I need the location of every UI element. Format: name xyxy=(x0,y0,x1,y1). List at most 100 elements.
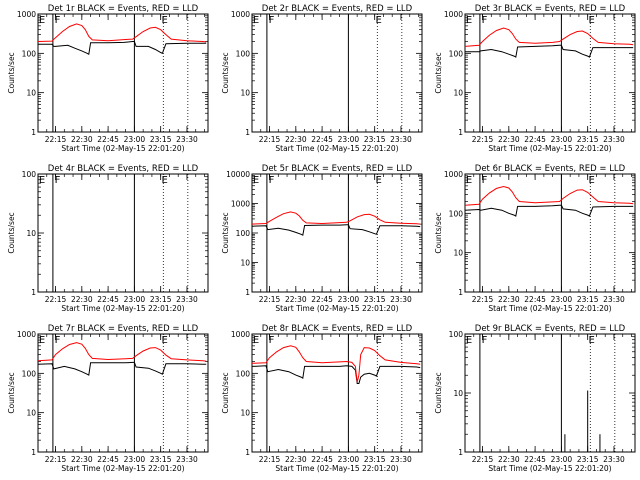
x-tick-label: 23:15 xyxy=(577,135,599,144)
x-tick-label: 22:15 xyxy=(45,455,67,464)
x-tick-label: 23:30 xyxy=(390,135,412,144)
x-tick-label: 22:15 xyxy=(472,135,494,144)
x-tick-label: 22:30 xyxy=(498,295,520,304)
x-tick-label: 22:15 xyxy=(45,295,67,304)
marker-e: E xyxy=(466,15,472,26)
marker-e: E xyxy=(162,15,168,26)
x-tick-label: 22:45 xyxy=(97,455,119,464)
y-tick-label: 100 xyxy=(22,369,37,378)
y-tick-label: 10 xyxy=(26,409,36,418)
y-tick-label: 10000 xyxy=(226,170,250,179)
x-tick-label: 22:15 xyxy=(259,295,281,304)
series-lld xyxy=(464,27,634,47)
x-tick-label: 22:45 xyxy=(97,135,119,144)
plot-frame xyxy=(251,13,423,133)
marker-e: E xyxy=(589,175,595,186)
panel-det-2: Det 2r BLACK = Events, RED = LLD 1 10 100 10… xyxy=(221,4,423,153)
panel-title: Det 7r BLACK = Events, RED = LLD xyxy=(48,324,199,334)
marker-e: E xyxy=(466,335,472,346)
marker-f: F xyxy=(269,15,275,26)
panel-det-5: Det 5r BLACK = Events, RED = LLD 1 10 100 10… xyxy=(221,164,423,313)
y-axis-label: Counts/sec xyxy=(434,372,443,413)
y-tick-label: 100 xyxy=(236,369,251,378)
y-tick-label: 10 xyxy=(453,89,463,98)
plot-frame xyxy=(37,333,209,453)
y-tick-label: 1 xyxy=(458,288,463,297)
x-tick-label: 23:30 xyxy=(603,455,625,464)
x-axis-label: Start Time (02-May-15 22:01:20) xyxy=(488,304,611,313)
panel-det-3: Det 3r BLACK = Events, RED = LLD 1 10 100 10… xyxy=(434,4,636,153)
series-events xyxy=(251,365,421,384)
x-tick-label: 23:15 xyxy=(150,135,172,144)
x-tick-label: 23:30 xyxy=(176,455,198,464)
x-tick-label: 22:45 xyxy=(311,135,333,144)
marker-f: F xyxy=(269,335,275,346)
x-tick-label: 23:30 xyxy=(603,295,625,304)
y-axis-label: Counts/sec xyxy=(221,372,230,413)
marker-e: E xyxy=(39,335,45,346)
marker-f: F xyxy=(269,175,275,186)
panel-det-7: Det 7r BLACK = Events, RED = LLD 1 10 100 10… xyxy=(7,324,209,473)
marker-e: E xyxy=(466,175,472,186)
panel-title: Det 8r BLACK = Events, RED = LLD xyxy=(262,324,413,334)
y-tick-label: 1 xyxy=(245,288,250,297)
marker-e: E xyxy=(253,15,259,26)
y-tick-label: 100 xyxy=(449,330,464,339)
x-tick-label: 22:30 xyxy=(71,455,93,464)
x-tick-label: 22:45 xyxy=(311,295,333,304)
x-tick-label: 23:30 xyxy=(176,295,198,304)
y-tick-label: 1 xyxy=(458,128,463,137)
marker-f: F xyxy=(55,15,61,26)
x-tick-label: 22:15 xyxy=(472,295,494,304)
y-tick-label: 1 xyxy=(31,448,36,457)
x-tick-label: 23:00 xyxy=(551,295,573,304)
y-axis-label: Counts/sec xyxy=(434,52,443,93)
y-axis-label: Counts/sec xyxy=(7,212,16,253)
plot-frame xyxy=(464,333,636,453)
panel-title: Det 4r BLACK = Events, RED = LLD xyxy=(48,164,199,174)
marker-e: E xyxy=(162,335,168,346)
x-tick-label: 22:45 xyxy=(524,455,546,464)
marker-e: E xyxy=(376,335,382,346)
panel-det-9: Det 9r BLACK = Events, RED = LLD 1 10 100 22… xyxy=(434,324,636,473)
x-tick-label: 23:00 xyxy=(551,135,573,144)
y-tick-label: 1 xyxy=(31,128,36,137)
x-tick-label: 22:30 xyxy=(71,295,93,304)
y-tick-label: 1 xyxy=(245,128,250,137)
x-tick-label: 23:30 xyxy=(390,455,412,464)
x-axis-label: Start Time (02-May-15 22:01:20) xyxy=(61,144,184,153)
y-tick-label: 100 xyxy=(449,209,464,218)
marker-e: E xyxy=(589,335,595,346)
y-tick-label: 1000 xyxy=(231,200,250,209)
x-tick-label: 22:15 xyxy=(259,135,281,144)
x-tick-label: 23:30 xyxy=(176,135,198,144)
panel-det-1: Det 1r BLACK = Events, RED = LLD 1 10 100 10… xyxy=(7,4,209,153)
x-tick-label: 22:45 xyxy=(524,295,546,304)
x-axis-label: Start Time (02-May-15 22:01:20) xyxy=(275,464,398,473)
x-tick-label: 23:00 xyxy=(338,135,360,144)
plot-frame xyxy=(464,173,636,293)
series-lld xyxy=(37,342,207,362)
y-axis-label: Counts/sec xyxy=(7,52,16,93)
y-tick-label: 10 xyxy=(453,249,463,258)
marker-e: E xyxy=(162,175,168,186)
x-axis-label: Start Time (02-May-15 22:01:20) xyxy=(488,144,611,153)
panel-title: Det 6r BLACK = Events, RED = LLD xyxy=(475,164,626,174)
y-axis-label: Counts/sec xyxy=(434,212,443,253)
x-tick-label: 23:00 xyxy=(551,455,573,464)
y-axis-label: Counts/sec xyxy=(7,372,16,413)
series-lld xyxy=(464,185,634,206)
panel-title: Det 3r BLACK = Events, RED = LLD xyxy=(475,4,626,14)
y-tick-label: 1000 xyxy=(17,330,36,339)
x-tick-label: 22:30 xyxy=(498,135,520,144)
x-tick-label: 22:30 xyxy=(285,455,307,464)
x-axis-label: Start Time (02-May-15 22:01:20) xyxy=(61,304,184,313)
x-axis-label: Start Time (02-May-15 22:01:20) xyxy=(61,464,184,473)
y-tick-label: 10 xyxy=(26,89,36,98)
plot-frame xyxy=(464,13,636,133)
y-tick-label: 1 xyxy=(458,448,463,457)
series-events xyxy=(465,44,634,58)
series-lld xyxy=(251,211,421,225)
y-tick-label: 10 xyxy=(26,229,36,238)
